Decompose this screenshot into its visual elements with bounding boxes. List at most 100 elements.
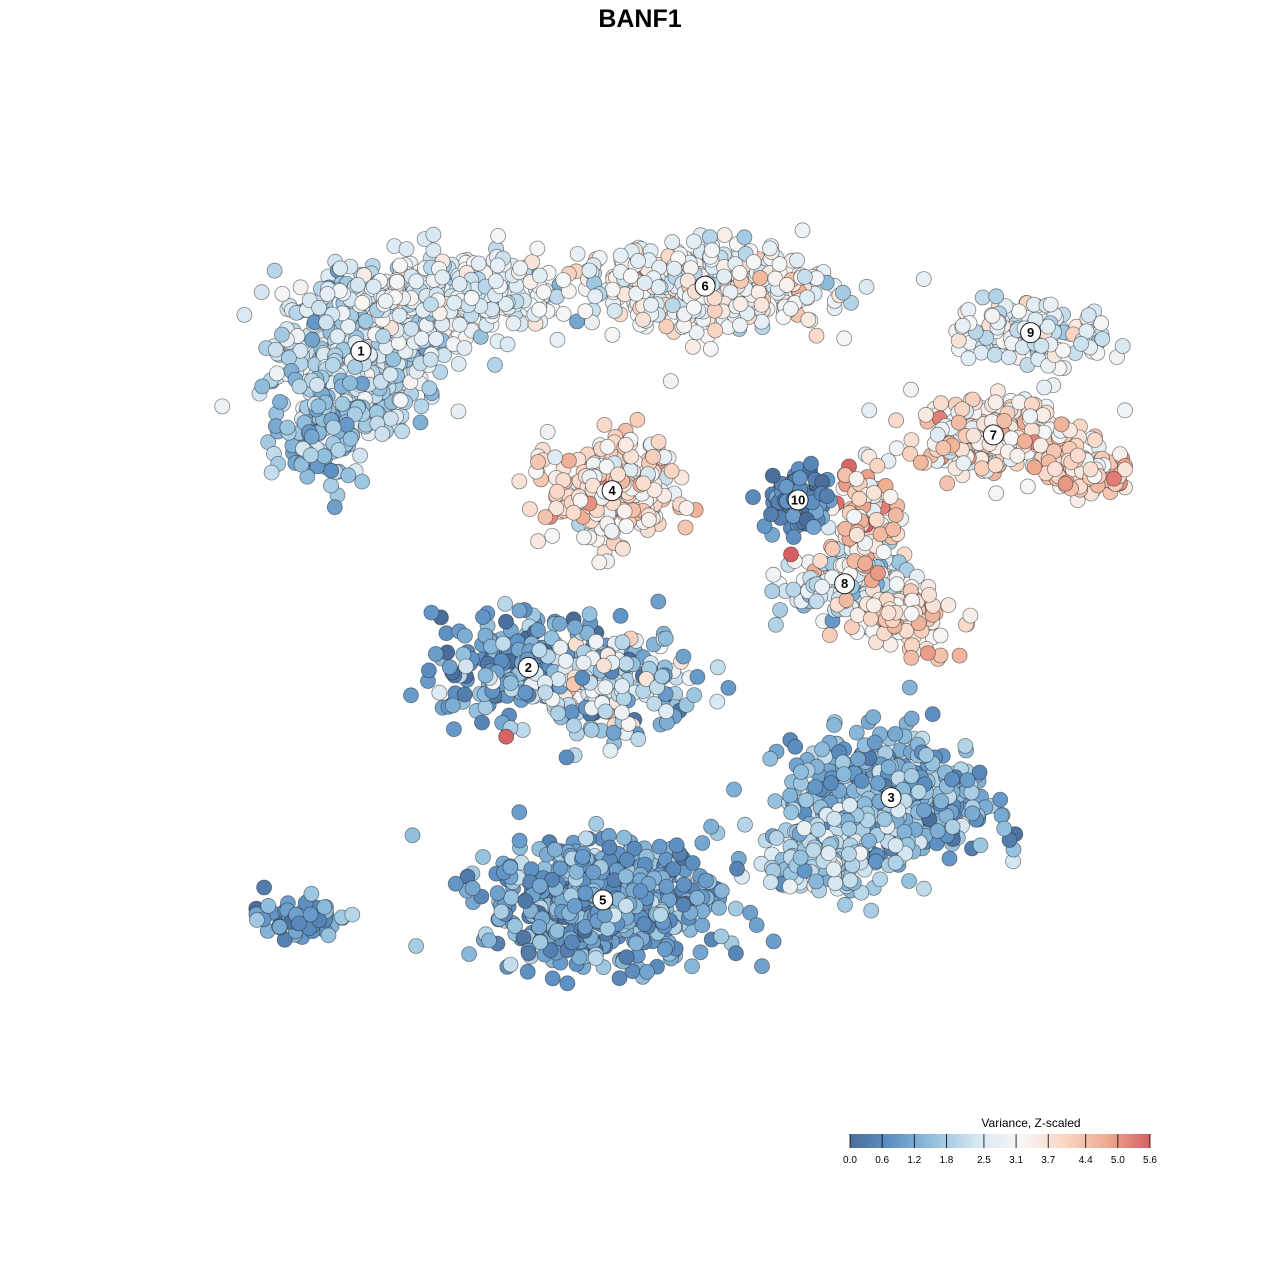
cluster-label: 7 <box>982 424 1004 446</box>
cell-point <box>329 328 346 345</box>
cell-point <box>340 318 357 335</box>
cell-point <box>458 658 474 675</box>
cell-point <box>447 875 464 892</box>
cell-point <box>702 340 719 357</box>
cell-point <box>1032 437 1049 454</box>
cell-point <box>974 460 990 477</box>
cell-point <box>950 414 967 431</box>
cell-point <box>325 419 342 436</box>
cell-point <box>303 428 320 445</box>
cell-point <box>365 278 382 295</box>
cell-point <box>888 440 905 457</box>
legend-tick-label: 3.7 <box>1041 1155 1055 1166</box>
cell-point <box>354 473 371 490</box>
cell-point <box>872 871 888 888</box>
cell-point <box>632 883 649 899</box>
cell-point <box>932 627 949 644</box>
cell-point <box>988 485 1005 502</box>
cell-point <box>619 852 635 868</box>
cell-point <box>1016 433 1033 450</box>
cell-point <box>487 356 503 373</box>
cell-point <box>686 299 702 316</box>
cell-point <box>323 477 339 494</box>
cell-point <box>332 260 349 277</box>
cell-point <box>423 604 440 621</box>
cell-point <box>658 703 675 720</box>
cell-point <box>549 331 566 348</box>
cell-point <box>549 922 566 939</box>
cell-point <box>702 229 718 246</box>
cell-point <box>269 365 285 382</box>
cell-point <box>657 941 673 958</box>
cell-point <box>762 750 779 767</box>
cell-point <box>821 627 838 643</box>
cell-point <box>912 454 929 471</box>
cell-point <box>517 684 534 701</box>
cell-point <box>920 645 936 661</box>
cell-point <box>517 893 534 909</box>
cell-point <box>354 294 371 311</box>
legend-tick-label: 1.2 <box>907 1155 921 1166</box>
cell-point <box>1022 408 1038 425</box>
cell-point <box>334 395 351 412</box>
cell-point <box>601 839 618 856</box>
cell-point <box>596 416 613 433</box>
cell-point <box>896 824 913 840</box>
cell-point <box>863 902 880 919</box>
cell-point <box>267 341 284 358</box>
cluster-label-text: 1 <box>357 344 364 359</box>
cluster-label-text: 9 <box>1027 325 1034 340</box>
cell-point <box>921 587 937 603</box>
cell-point <box>427 646 444 662</box>
cell-point <box>960 350 977 367</box>
cell-point <box>1009 447 1026 464</box>
cell-point <box>497 296 514 312</box>
cell-point <box>555 305 572 322</box>
cell-point <box>636 275 653 291</box>
cluster-label-text: 7 <box>990 427 997 442</box>
cell-point <box>291 915 307 932</box>
cell-point <box>841 820 857 837</box>
cell-point <box>266 262 283 279</box>
cell-point <box>319 286 336 302</box>
cell-point <box>987 394 1004 411</box>
cell-point <box>789 252 805 269</box>
cell-point <box>875 544 892 560</box>
cell-point <box>470 255 487 272</box>
cell-point <box>502 859 519 876</box>
cluster-label: 3 <box>880 787 902 809</box>
cell-point <box>676 876 692 893</box>
cell-point <box>803 455 819 472</box>
cell-point <box>729 860 745 877</box>
cell-point <box>851 490 868 507</box>
cell-point <box>635 475 652 492</box>
cell-point <box>529 240 546 257</box>
cell-point <box>1073 335 1089 352</box>
cell-point <box>866 597 882 614</box>
cell-point <box>754 958 770 975</box>
cell-point <box>737 816 753 833</box>
cell-point <box>1026 459 1043 476</box>
cell-point <box>511 804 528 821</box>
cell-point <box>489 257 506 274</box>
cell-point <box>1019 478 1036 495</box>
cell-point <box>842 797 858 813</box>
cell-point <box>1094 331 1111 347</box>
cell-point <box>618 436 634 453</box>
cell-point <box>732 317 748 334</box>
cell-point <box>1047 461 1063 478</box>
cell-point <box>954 317 971 334</box>
cell-point <box>550 671 567 688</box>
cell-point <box>782 878 798 895</box>
cell-point <box>604 326 621 343</box>
cell-point <box>643 296 659 313</box>
cell-point <box>318 314 335 331</box>
cell-point <box>330 442 347 459</box>
cell-point <box>611 970 628 987</box>
cell-point <box>929 823 946 839</box>
cell-point <box>1001 349 1017 366</box>
cell-point <box>848 470 865 487</box>
cell-point <box>918 747 935 763</box>
legend-tick-label: 2.5 <box>977 1155 991 1166</box>
cell-point <box>689 669 706 685</box>
